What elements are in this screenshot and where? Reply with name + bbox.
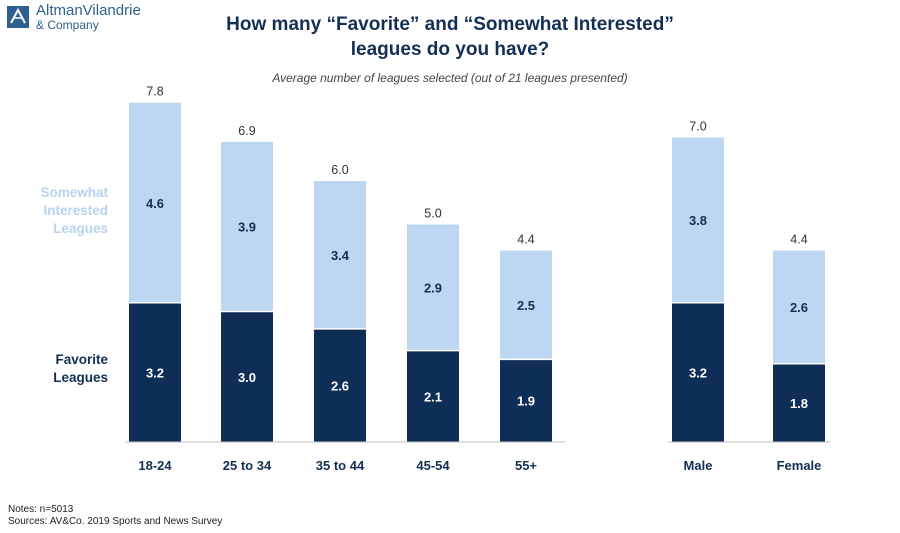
label-somewhat-female: 2.6 xyxy=(790,300,808,315)
x-tick-label-25-to-34: 25 to 34 xyxy=(223,458,272,473)
label-total-55: 4.4 xyxy=(517,233,534,247)
bar-favorite-female xyxy=(773,363,825,442)
label-total-45-54: 5.0 xyxy=(424,207,441,221)
legend-favorite-line-2: Leagues xyxy=(53,370,108,385)
label-somewhat-35-to-44: 3.4 xyxy=(331,248,350,263)
footer-notes: Notes: n=5013 xyxy=(8,504,74,515)
bar-somewhat-male xyxy=(672,137,724,303)
legend-favorite: Favorite Leagues xyxy=(10,351,108,387)
label-somewhat-25-to-34: 3.9 xyxy=(238,220,256,235)
label-favorite-male: 3.2 xyxy=(689,365,707,380)
label-somewhat-55: 2.5 xyxy=(517,298,535,313)
label-total-25-to-34: 6.9 xyxy=(238,124,255,138)
bar-somewhat-25-to-34 xyxy=(221,141,273,312)
legend-favorite-line-1: Favorite xyxy=(55,352,108,367)
company-logo: AltmanVilandrie & Company xyxy=(6,2,196,36)
bar-somewhat-45-54 xyxy=(407,224,459,351)
x-tick-label-55: 55+ xyxy=(515,458,537,473)
chart-subtitle: Average number of leagues selected (out … xyxy=(272,71,628,85)
x-tick-label-35-to-44: 35 to 44 xyxy=(316,458,365,473)
bar-favorite-18-24 xyxy=(129,302,181,442)
chart-title-line-1: How many “Favorite” and “Somewhat Intere… xyxy=(226,14,674,35)
label-favorite-female: 1.8 xyxy=(790,396,808,411)
chart-title-line-2: leagues do you have? xyxy=(350,39,550,60)
footer-sources: Sources: AV&Co. 2019 Sports and News Sur… xyxy=(8,516,223,527)
label-total-35-to-44: 6.0 xyxy=(331,163,348,177)
x-tick-label-male: Male xyxy=(684,458,713,473)
label-total-female: 4.4 xyxy=(790,233,807,247)
label-somewhat-male: 3.8 xyxy=(689,213,707,228)
x-tick-label-18-24: 18-24 xyxy=(138,458,172,473)
legend-somewhat-line-1: Somewhat xyxy=(40,185,108,200)
label-favorite-55: 1.9 xyxy=(517,394,535,409)
legend-somewhat-line-3: Leagues xyxy=(53,221,108,236)
bar-somewhat-35-to-44 xyxy=(314,181,366,329)
label-somewhat-45-54: 2.9 xyxy=(424,281,442,296)
x-tick-label-female: Female xyxy=(777,458,822,473)
legend-somewhat-line-2: Interested xyxy=(43,203,108,218)
bar-favorite-35-to-44 xyxy=(314,328,366,442)
label-favorite-35-to-44: 2.6 xyxy=(331,378,349,393)
company-logo-icon xyxy=(7,6,29,28)
bar-favorite-45-54 xyxy=(407,350,459,442)
label-favorite-25-to-34: 3.0 xyxy=(238,370,256,385)
x-tick-label-45-54: 45-54 xyxy=(416,458,450,473)
bar-favorite-25-to-34 xyxy=(221,311,273,442)
legend-somewhat-interested: Somewhat Interested Leagues xyxy=(10,184,108,238)
label-favorite-45-54: 2.1 xyxy=(424,389,442,404)
label-total-male: 7.0 xyxy=(689,120,706,134)
label-somewhat-18-24: 4.6 xyxy=(146,196,164,211)
label-total-18-24: 7.8 xyxy=(146,85,163,99)
logo-sub: & Company xyxy=(36,18,99,32)
bar-favorite-55 xyxy=(500,359,552,442)
label-favorite-18-24: 3.2 xyxy=(146,365,164,380)
bar-somewhat-18-24 xyxy=(129,102,181,303)
bar-somewhat-55 xyxy=(500,250,552,360)
logo-name: AltmanVilandrie xyxy=(36,2,141,19)
bar-favorite-male xyxy=(672,302,724,442)
bar-somewhat-female xyxy=(773,250,825,364)
